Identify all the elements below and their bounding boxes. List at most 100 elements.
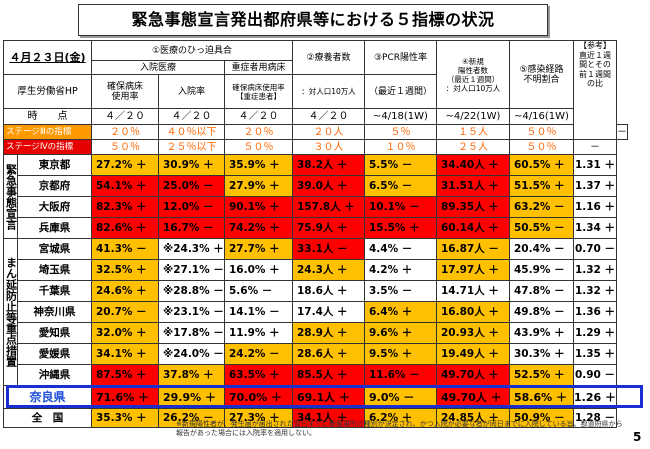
header-bed-rate: 確保病床 使用率 [91, 74, 159, 109]
prefecture-name: 大阪府 [17, 196, 92, 218]
indicator-cell: 89.35人 ＋ [436, 196, 510, 218]
prefecture-name: 宮城県 [17, 238, 92, 260]
table-row: 埼玉県 32.5% ＋ ※27.1% － 16.0% ＋ 24.3人 ＋ 4.2% ＋ 17… [4, 259, 628, 281]
indicator-cell: 35.9% ＋ [224, 154, 293, 176]
time-cell: ~4/18(1W) [364, 108, 437, 125]
indicator-cell: 3.5% － [364, 280, 437, 302]
indicator-cell: 4.2% ＋ [364, 259, 437, 281]
indicator-cell: 30.3% ＋ [509, 343, 574, 365]
indicator-cell: 17.4人 ＋ [292, 301, 365, 323]
indicator-cell: 20.7% － [91, 301, 159, 323]
table-row: 愛媛県 34.1% ＋ ※24.0% － 24.2% － 28.6人 ＋ 9.5% ＋ 19… [4, 343, 628, 365]
indicator-cell: 1.34 ＋ [573, 217, 617, 239]
indicator-cell: 1.29 ＋ [573, 322, 617, 344]
table-row: 京都府 54.1% ＋ 25.0% － 27.9% ＋ 39.0人 ＋ 6.5% － 31.… [4, 175, 628, 197]
indicator-cell: 39.0人 ＋ [292, 175, 365, 197]
footnote: ※新規陽性者が、発生届が届出された翌日までに療養場所の種別が決定され、かつ入院が… [176, 420, 623, 437]
table-row: 兵庫県 82.6% ＋ 16.7% － 74.2% ＋ 75.9人 ＋ 15.5% ＋ 60… [4, 217, 628, 239]
indicator-cell: 24.6% ＋ [91, 280, 159, 302]
indicator-cell: 1.35 ＋ [573, 343, 617, 365]
indicator-cell: ※24.0% － [158, 343, 225, 365]
stage3-cell: １５人 [436, 124, 510, 140]
header-inpatient: 入院医療 [91, 60, 225, 75]
indicator-cell: 24.3人 ＋ [292, 259, 365, 281]
indicator-cell: 32.5% ＋ [91, 259, 159, 281]
time-cell: ４／２０ [158, 108, 225, 125]
indicator-cell: 38.2人 ＋ [292, 154, 365, 176]
indicator-cell: ※24.3% ＋ [158, 238, 225, 260]
stage4-cell: １０％ [364, 139, 437, 155]
indicator-cell: 82.3% ＋ [91, 196, 159, 218]
indicator-cell: 45.9% － [509, 259, 574, 281]
table-row: 千葉県 24.6% ＋ ※28.8% － 5.6% － 18.6人 ＋ 3.5% － 14.… [4, 280, 628, 302]
indicator-cell: 74.2% ＋ [224, 217, 293, 239]
header-pcr: ③PCR陽性率 [364, 40, 437, 75]
prefecture-name: 兵庫県 [17, 217, 92, 239]
indicator-cell: 19.49人 ＋ [436, 343, 510, 365]
header-hospitalization-rate: 入院率 [158, 74, 225, 109]
indicator-cell: 20.4% － [509, 238, 574, 260]
indicator-cell: 52.5% ＋ [509, 364, 574, 386]
indicator-cell: 9.6% ＋ [364, 322, 437, 344]
indicator-cell: 11.6% － [364, 364, 437, 386]
stage4-cell: ５０％ [509, 139, 574, 155]
indicator-cell: 26.2% － [158, 408, 225, 428]
indicator-cell: 34.1人 ＋ [292, 408, 365, 428]
indicator-cell: 50.9% － [509, 408, 574, 428]
group-emergency: 緊急事態宣言 [3, 154, 18, 239]
stage4-cell: ５０％ [91, 139, 159, 155]
time-cell: ４／２０ [91, 108, 159, 125]
indicator-cell: 1.32 ＋ [573, 259, 617, 281]
indicator-cell: 5.6% － [224, 280, 293, 302]
indicator-cell: ※23.1% － [158, 301, 225, 323]
time-cell: ４／２０ [224, 108, 293, 125]
indicator-cell: 27.9% ＋ [224, 175, 293, 197]
stage4-cell: ２５％以下 [158, 139, 225, 155]
indicator-cell: 27.3% ＋ [224, 408, 293, 428]
indicator-cell: 60.14人 ＋ [436, 217, 510, 239]
time-label: 時 点 [3, 108, 92, 125]
indicator-cell: 90.1% ＋ [224, 196, 293, 218]
time-cell: ~4/22(1W) [436, 108, 510, 125]
stage3-cell: ２０人 [292, 124, 365, 140]
indicator-cell: 1.28 － [573, 408, 617, 428]
indicator-cell: 41.3% － [91, 238, 159, 260]
indicator-cell: 63.2% － [509, 196, 574, 218]
indicator-cell: 16.80人 ＋ [436, 301, 510, 323]
indicator-cell: 24.2% － [224, 343, 293, 365]
indicator-cell: 34.40人 ＋ [436, 154, 510, 176]
indicator-cell: 82.6% ＋ [91, 217, 159, 239]
indicator-cell: 14.71人 ＋ [436, 280, 510, 302]
indicator-cell: 4.4% － [364, 238, 437, 260]
stage3-cell: ２０％ [91, 124, 159, 140]
indicator-cell: 27.7% ＋ [224, 238, 293, 260]
indicator-table: ４月２３日(金) ①医療のひっ迫具合 ②療養者数 ③PCR陽性率 ④新規 陽性者… [3, 40, 628, 428]
header-medical: ①医療のひっ迫具合 [91, 40, 293, 61]
indicator-cell: 30.9% ＋ [158, 154, 225, 176]
indicator-cell: 16.87人 － [436, 238, 510, 260]
prefecture-name: 全 国 [3, 408, 92, 428]
stage4-label: ステージⅣの指標 [3, 139, 92, 155]
indicator-cell: 1.37 ＋ [573, 175, 617, 197]
stage3-cell: － [615, 124, 628, 140]
indicator-cell: 70.0% ＋ [224, 385, 293, 409]
indicator-cell: 28.9人 ＋ [292, 322, 365, 344]
stage4-cell: ５０％ [224, 139, 293, 155]
stage4-cell: － [573, 139, 617, 155]
header-severe: 重症者用病床 [224, 60, 293, 75]
indicator-cell: 35.3% ＋ [91, 408, 159, 428]
table-row: 沖縄県 87.5% ＋ 37.8% ＋ 63.5% ＋ 85.5人 ＋ 11.6% － 49… [4, 364, 628, 386]
indicator-cell: 6.4% ＋ [364, 301, 437, 323]
indicator-cell: 5.5% － [364, 154, 437, 176]
indicator-cell: 6.5% － [364, 175, 437, 197]
indicator-cell: 12.0% － [158, 196, 225, 218]
indicator-cell: 29.9% ＋ [158, 385, 225, 409]
stage3-cell: ５％ [364, 124, 437, 140]
table-row: まん延防止等重点措置 宮城県 41.3% － ※24.3% ＋ 27.7% ＋ 33.1人… [3, 238, 628, 386]
page-number: 5 [633, 430, 642, 444]
indicator-cell: 71.6% ＋ [91, 385, 159, 409]
indicator-cell: 58.6% ＋ [509, 385, 574, 409]
stage3-cell: ４０％以下 [158, 124, 225, 140]
stage3-label: ステージⅢの指標 [3, 124, 92, 140]
indicator-cell: 9.0% － [364, 385, 437, 409]
